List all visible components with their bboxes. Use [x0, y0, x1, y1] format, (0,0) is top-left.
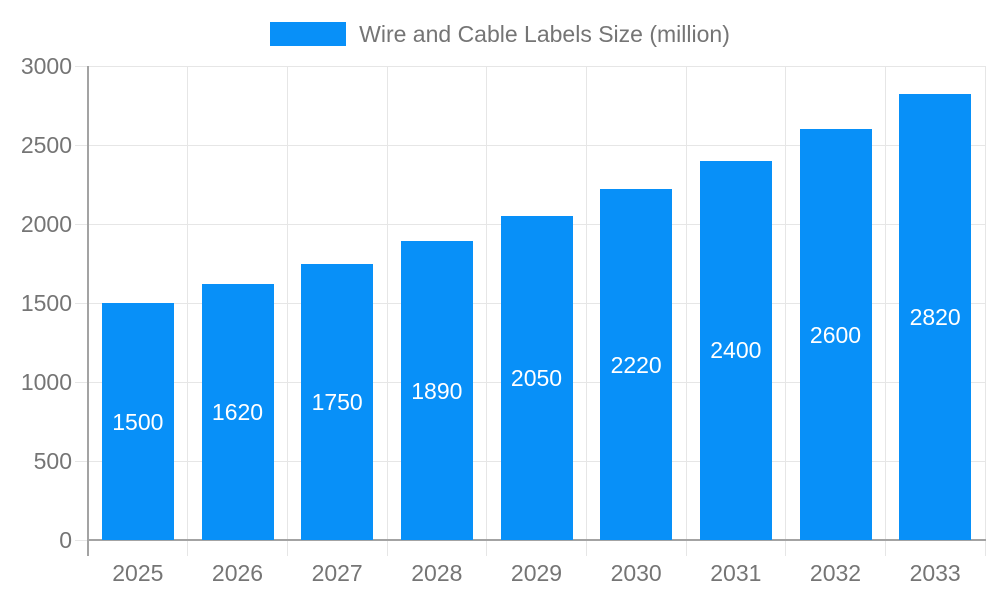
- bar-value-label: 1890: [411, 377, 463, 404]
- bar[interactable]: [899, 94, 972, 540]
- bar-value-label: 2400: [710, 337, 762, 364]
- bar[interactable]: [799, 129, 872, 540]
- y-axis-tick-label: 2500: [20, 132, 72, 158]
- x-axis-tick-label: 2025: [112, 560, 164, 586]
- bar[interactable]: [101, 303, 174, 540]
- bar[interactable]: [400, 241, 473, 540]
- bar-value-label: 2820: [909, 304, 961, 331]
- bar-value-label: 2600: [809, 321, 862, 348]
- v-gridline: [386, 66, 388, 556]
- x-axis-tick-label: 2032: [809, 560, 862, 586]
- h-gridline: [75, 65, 985, 67]
- v-gridline: [187, 66, 189, 556]
- x-axis-tick-label: 2028: [411, 560, 463, 586]
- bar-value-label: 2220: [610, 351, 662, 378]
- y-axis-tick-label: 500: [33, 448, 72, 474]
- bar[interactable]: [699, 160, 772, 540]
- x-axis-tick-label: 2031: [710, 560, 762, 586]
- v-gridline: [685, 66, 687, 556]
- h-gridline: [75, 144, 985, 146]
- y-axis-tick-label: 3000: [20, 53, 72, 79]
- legend-label: Wire and Cable Labels Size (million): [359, 20, 730, 47]
- y-axis-line: [87, 66, 89, 556]
- x-axis-tick-label: 2027: [311, 560, 363, 586]
- x-axis-tick-label: 2030: [610, 560, 662, 586]
- x-axis-tick-label: 2026: [211, 560, 264, 586]
- x-axis-tick-label: 2033: [909, 560, 961, 586]
- bar[interactable]: [201, 284, 274, 540]
- v-gridline: [585, 66, 587, 556]
- y-axis-tick-label: 1500: [20, 290, 72, 316]
- legend-swatch: [270, 22, 347, 46]
- bar-value-label: 2050: [510, 365, 563, 392]
- bar[interactable]: [500, 216, 573, 540]
- x-axis-tick-label: 2029: [510, 560, 563, 586]
- v-gridline: [286, 66, 288, 556]
- bar-value-label: 1500: [112, 408, 164, 435]
- v-gridline: [984, 66, 986, 556]
- v-gridline: [884, 66, 886, 556]
- bar[interactable]: [600, 189, 673, 540]
- bar-value-label: 1750: [311, 388, 363, 415]
- bar[interactable]: [301, 263, 374, 540]
- v-gridline: [785, 66, 787, 556]
- y-axis-tick-label: 0: [59, 527, 72, 553]
- v-gridline: [486, 66, 488, 556]
- y-axis-tick-label: 1000: [20, 369, 72, 395]
- y-axis-tick-label: 2000: [20, 211, 72, 237]
- bar-value-label: 1620: [211, 399, 264, 426]
- x-axis-line: [88, 539, 986, 541]
- chart-legend: Wire and Cable Labels Size (million): [0, 21, 1000, 47]
